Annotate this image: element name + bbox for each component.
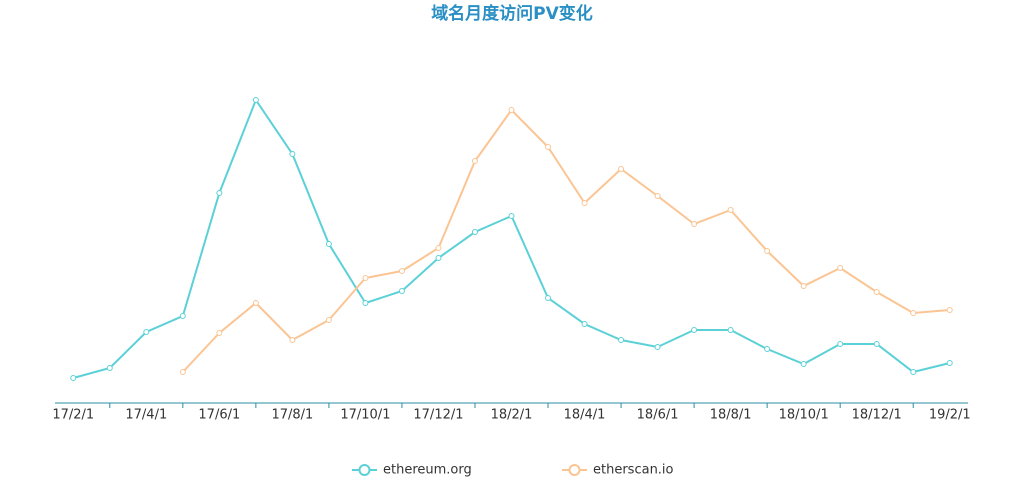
x-tick-label: 18/12/1	[852, 408, 902, 423]
data-point	[545, 295, 552, 301]
data-point	[800, 361, 807, 367]
data-point	[508, 213, 515, 219]
data-point	[581, 200, 588, 206]
data-point	[252, 300, 259, 306]
data-point	[325, 317, 332, 323]
chart-title: 域名月度访问PV变化	[431, 3, 593, 24]
data-point	[691, 221, 698, 227]
x-tick-label: 17/8/1	[271, 408, 313, 423]
data-point	[910, 310, 917, 316]
data-point	[618, 337, 625, 343]
legend-label: etherscan.io	[593, 463, 674, 478]
data-point	[837, 341, 844, 347]
data-point	[764, 346, 771, 352]
data-point	[837, 265, 844, 271]
data-point	[325, 241, 332, 247]
x-tick-label: 18/8/1	[710, 408, 752, 423]
legend-icon	[568, 464, 581, 476]
series-line	[182, 108, 950, 373]
data-point	[435, 255, 442, 261]
data-point	[289, 337, 296, 343]
data-point	[873, 341, 880, 347]
data-point	[508, 107, 515, 113]
data-point	[362, 275, 369, 281]
data-point	[179, 369, 186, 375]
data-point	[691, 327, 698, 333]
data-point	[289, 151, 296, 157]
data-point	[654, 193, 661, 199]
data-point	[70, 375, 77, 381]
data-point	[179, 313, 186, 319]
data-point	[581, 321, 588, 327]
data-point	[727, 327, 734, 333]
x-tick-label: 19/2/1	[929, 408, 971, 423]
x-tick-label: 17/2/1	[52, 408, 94, 423]
data-point	[727, 207, 734, 213]
x-tick-label: 18/4/1	[564, 408, 606, 423]
data-point	[398, 268, 405, 274]
data-point	[143, 329, 150, 335]
data-point	[654, 344, 661, 350]
data-point	[618, 166, 625, 172]
x-tick-label: 17/12/1	[413, 408, 463, 423]
data-point	[764, 248, 771, 254]
data-point	[252, 97, 259, 103]
data-point	[471, 158, 478, 164]
data-point	[545, 144, 552, 150]
data-point	[216, 330, 223, 336]
data-point	[398, 288, 405, 294]
x-tick-label: 18/10/1	[779, 408, 829, 423]
data-point	[216, 190, 223, 196]
data-point	[946, 307, 953, 313]
x-tick-label: 17/4/1	[125, 408, 167, 423]
x-tick-label: 18/2/1	[491, 408, 533, 423]
series-line	[72, 97, 950, 379]
legend-icon	[358, 464, 371, 476]
x-tick-label: 17/6/1	[198, 408, 240, 423]
data-point	[435, 245, 442, 251]
x-tick-label: 18/6/1	[637, 408, 679, 423]
data-point	[946, 360, 953, 366]
legend-label: ethereum.org	[383, 463, 472, 478]
data-point	[362, 300, 369, 306]
data-point	[910, 369, 917, 375]
data-point	[106, 365, 113, 371]
data-point	[873, 289, 880, 295]
data-point	[800, 283, 807, 289]
x-tick-label: 17/10/1	[340, 408, 390, 423]
data-point	[471, 229, 478, 235]
